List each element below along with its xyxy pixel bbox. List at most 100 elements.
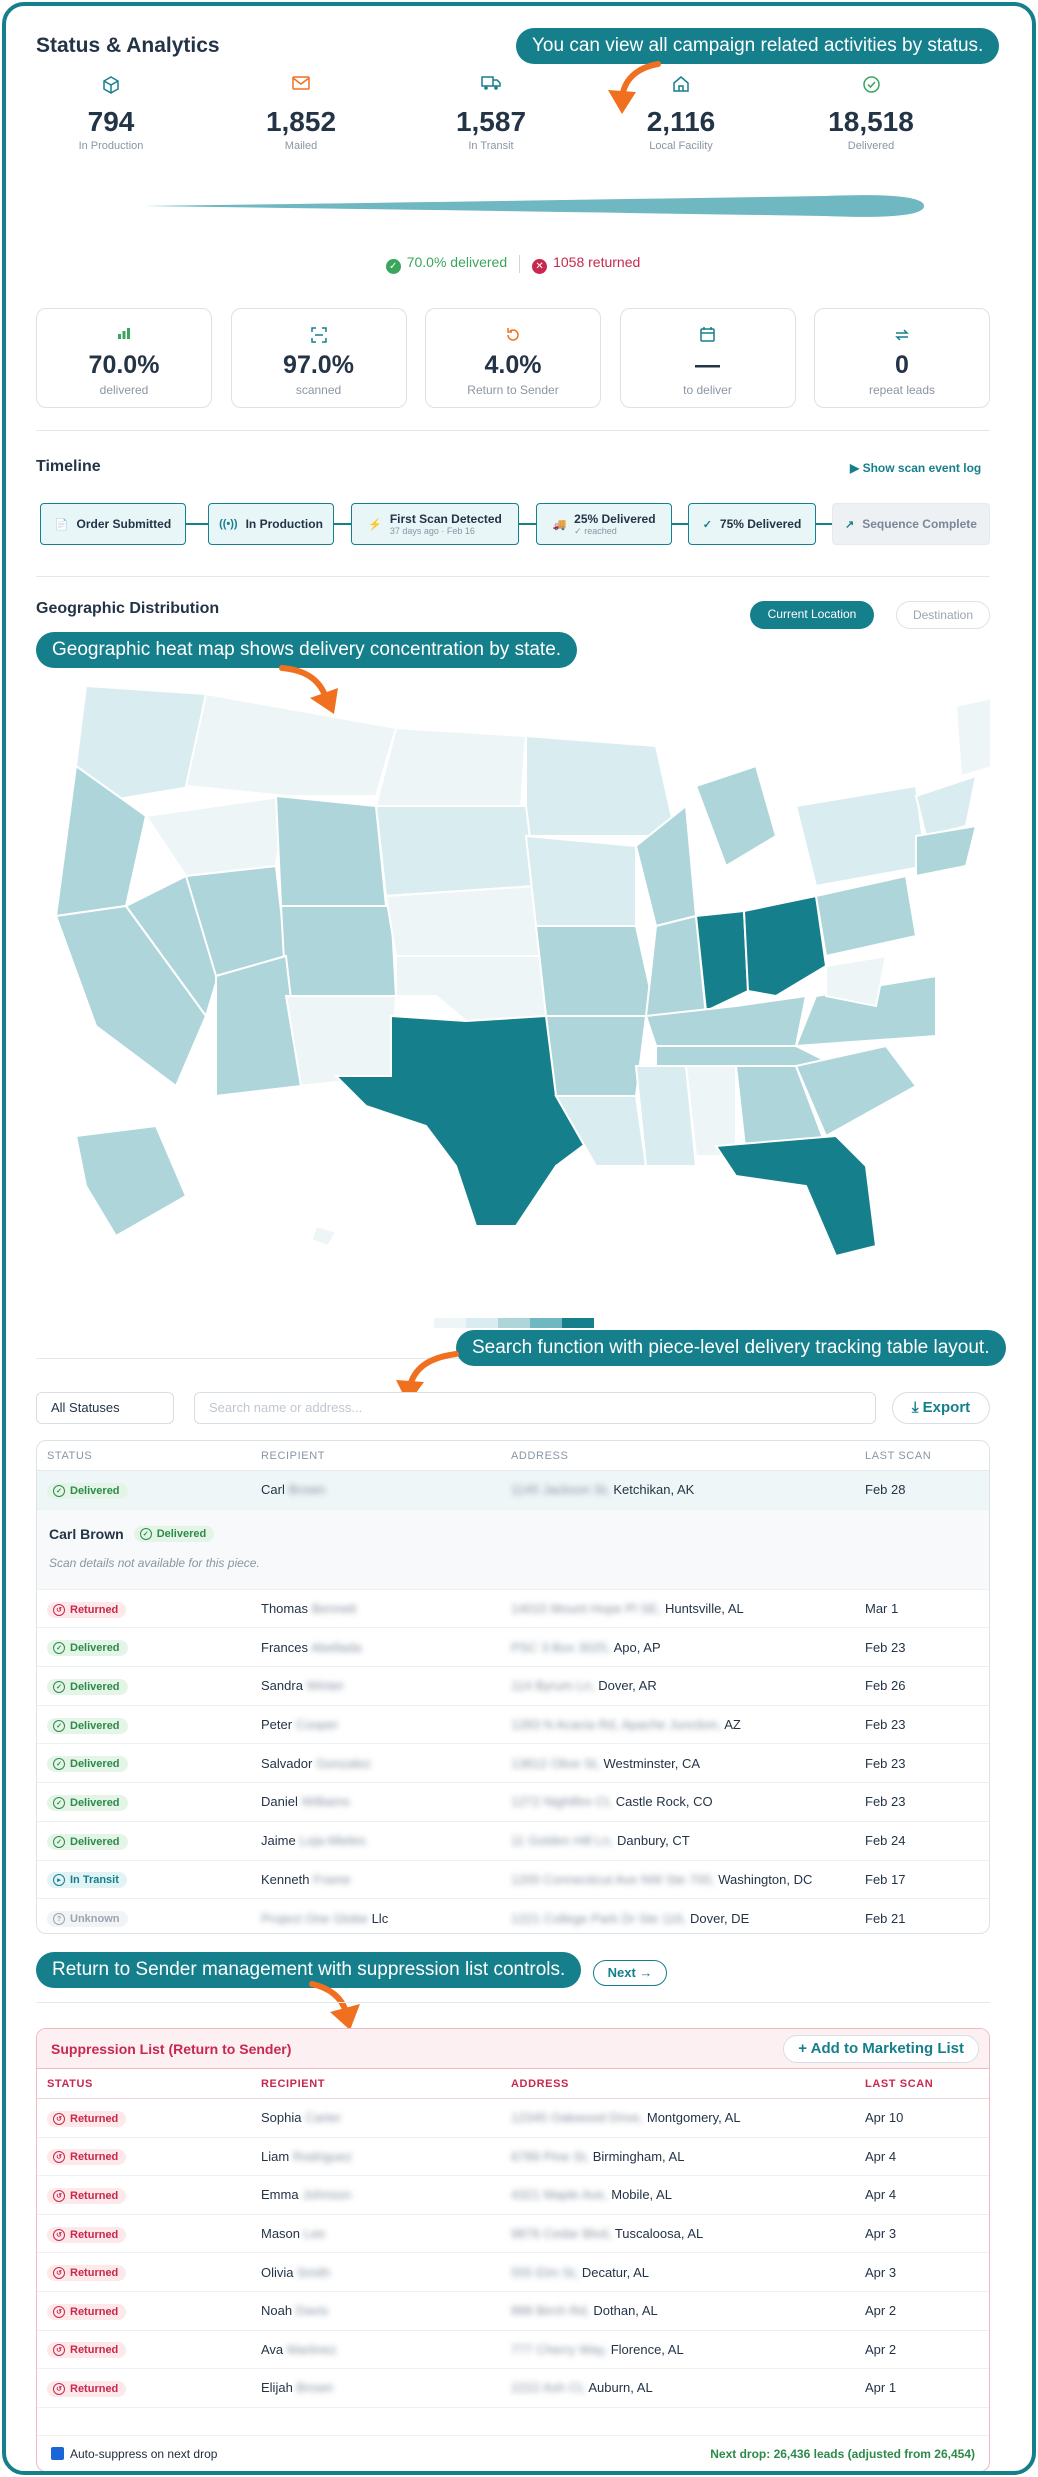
map-state[interactable] — [825, 954, 888, 1008]
map-state[interactable] — [534, 925, 658, 1017]
suppression-row[interactable]: ↺ Returned Sophia Carter 12345 Oakwood Dr… — [37, 2099, 989, 2138]
table-row[interactable]: ? Unknown Project One Globe Llc 1221 Coll… — [37, 1899, 989, 1933]
timeline-step-label: 25% Delivered — [574, 511, 656, 526]
suppression-row[interactable]: ↺ Returned Elijah Brown 2222 Ash Ct, Aubu… — [37, 2369, 989, 2408]
suppression-row[interactable]: ↺ Returned Ava Martinez 777 Cherry Way, F… — [37, 2331, 989, 2370]
show-scan-log-link[interactable]: ▶ Show scan event log — [850, 461, 982, 475]
export-button[interactable]: ⤓ Export — [892, 1392, 990, 1424]
stat-delivered[interactable]: 18,518 Delivered — [776, 76, 966, 152]
metric-value: 0 — [895, 351, 909, 379]
map-state[interactable] — [274, 794, 388, 907]
timeline-step[interactable]: ✓ 75% Delivered — [688, 503, 816, 545]
callout-search: Search function with piece-level deliver… — [456, 1330, 1006, 1366]
map-state[interactable] — [634, 1065, 698, 1167]
map-state[interactable] — [184, 692, 398, 797]
destination-button[interactable]: Destination — [896, 601, 990, 629]
status-icon: ↺ — [53, 1603, 65, 1616]
map-state[interactable] — [694, 764, 778, 868]
stat-mailed[interactable]: 1,852 Mailed — [206, 76, 396, 152]
suppression-row[interactable]: ↺ Returned Noah Davis 888 Birch Rd, Dotha… — [37, 2292, 989, 2331]
map-state-indiana[interactable] — [694, 909, 750, 1013]
status-icon: ↺ — [53, 2112, 65, 2125]
timeline-step[interactable]: ((•)) In Production — [208, 503, 334, 545]
address-city: Apo, AP — [613, 1639, 661, 1655]
timeline-step[interactable]: 📄 Order Submitted — [40, 503, 186, 545]
map-state[interactable] — [794, 784, 928, 888]
map-state[interactable] — [915, 824, 978, 878]
map-state[interactable] — [794, 1044, 918, 1138]
table-row[interactable]: ▸ In Transit Kenneth Frame 1200 Connectic… — [37, 1861, 989, 1900]
table-row[interactable]: ✓ Delivered Salvador Gonzalez 13812 Olive… — [37, 1744, 989, 1784]
table-row[interactable]: ✓ Delivered Jaime Loja-Mieles 11 Golden H… — [37, 1822, 989, 1861]
status-text: Delivered — [70, 1484, 120, 1497]
map-state[interactable] — [544, 1015, 648, 1097]
map-state-hawaii[interactable] — [310, 1224, 338, 1248]
map-state[interactable] — [374, 726, 528, 807]
table-row[interactable]: ↺ Returned Thomas Bennett 14015 Mount Hop… — [37, 1590, 989, 1629]
suppression-row[interactable]: ↺ Returned Mason Lee 9876 Cedar Blvd, Tus… — [37, 2215, 989, 2254]
recipient-cell: Mason Lee — [261, 2226, 511, 2241]
map-state[interactable] — [374, 805, 538, 898]
step-icon: ((•)) — [219, 518, 238, 530]
recipient-first: Noah — [261, 2303, 293, 2319]
add-to-marketing-list-button[interactable]: + Add to Marketing List — [783, 2034, 979, 2063]
suppression-row[interactable]: ↺ Returned Liam Rodriguez 6789 Pine St, B… — [37, 2138, 989, 2177]
timeline-step[interactable]: 🚚 25% Delivered ✓ reached — [536, 503, 672, 545]
status-icon: ↺ — [53, 2344, 65, 2357]
col-last-scan[interactable]: LAST SCAN — [865, 1449, 932, 1462]
map-state-ohio[interactable] — [742, 894, 828, 998]
table-row[interactable]: ✓ Delivered Frances Abellada PSC 3 Box 30… — [37, 1628, 989, 1668]
status-badge: ✓ Delivered — [47, 1717, 128, 1734]
map-state-florida[interactable] — [714, 1134, 878, 1258]
map-state[interactable] — [684, 1065, 737, 1157]
table-row[interactable]: ✓ Delivered Daniel Williams 1272 Nightfir… — [37, 1783, 989, 1822]
map-state[interactable] — [284, 995, 398, 1088]
suppression-row[interactable]: ↺ Returned Emma Johnson 4321 Maple Ave, M… — [37, 2176, 989, 2215]
col-address[interactable]: ADDRESS — [511, 2077, 569, 2090]
map-state[interactable] — [279, 905, 398, 997]
stat-local-facility[interactable]: 2,116 Local Facility — [586, 76, 776, 152]
current-location-button[interactable]: Current Location — [750, 601, 874, 629]
map-state[interactable] — [215, 954, 303, 1098]
map-state[interactable] — [525, 734, 678, 837]
check-circle-icon — [776, 76, 966, 98]
col-recipient[interactable]: RECIPIENT — [261, 1449, 326, 1462]
last-scan-date: Feb 21 — [865, 1910, 906, 1926]
auto-suppress-checkbox[interactable]: Auto-suppress on next drop — [51, 2446, 217, 2461]
table-row[interactable]: ✓ Delivered Peter Cooper 1283 N Acacia Rd… — [37, 1706, 989, 1745]
recipient-last-blurred: Martinez — [286, 2341, 337, 2357]
map-state[interactable] — [954, 696, 990, 778]
status-filter-select[interactable]: All Statuses — [36, 1392, 174, 1424]
status-cell: ↺ Returned — [37, 2379, 261, 2397]
stat-in-transit[interactable]: 1,587 In Transit — [396, 76, 586, 152]
map-state[interactable] — [814, 874, 918, 958]
col-recipient[interactable]: RECIPIENT — [261, 2077, 326, 2090]
col-last-scan[interactable]: LAST SCAN — [865, 2077, 934, 2090]
map-state-texas[interactable] — [333, 1014, 598, 1227]
timeline-step[interactable]: ⚡ First Scan Detected 37 days ago · Feb 1… — [351, 503, 519, 545]
map-state-alaska[interactable] — [74, 1124, 188, 1238]
next-button[interactable]: Next → — [593, 1960, 667, 1986]
suppression-row[interactable]: ↺ Returned Olivia Smith 555 Elm St, Decat… — [37, 2253, 989, 2292]
col-status[interactable]: STATUS — [47, 2077, 93, 2090]
table-row[interactable]: ✓ Delivered Sandra Winter 114 Byrum Ln, D… — [37, 1667, 989, 1706]
map-state[interactable] — [524, 834, 637, 927]
map-state[interactable] — [74, 684, 208, 803]
status-distribution-shape — [144, 195, 924, 217]
recipient-first: Elijah — [261, 2380, 293, 2396]
col-status[interactable]: STATUS — [47, 1449, 93, 1462]
search-input[interactable]: Search name or address... — [194, 1392, 876, 1424]
table-row-selected[interactable]: ✓ Delivered Carl Brown 1145 Jackson St, K… — [37, 1471, 989, 1510]
map-state[interactable] — [914, 774, 978, 838]
map-state[interactable] — [644, 994, 808, 1047]
map-state[interactable] — [54, 904, 208, 1088]
metric-label: Return to Sender — [467, 383, 559, 397]
map-state[interactable] — [395, 955, 547, 1023]
map-state[interactable] — [144, 794, 288, 878]
col-address[interactable]: ADDRESS — [511, 1449, 569, 1462]
status-badge: ✓ Delivered — [47, 1833, 128, 1850]
map-state[interactable] — [384, 884, 548, 957]
timeline-step[interactable]: ↗ Sequence Complete — [832, 503, 990, 545]
stat-in-production[interactable]: 794 In Production — [16, 76, 206, 152]
recipient-last-blurred: Winter — [306, 1678, 345, 1694]
